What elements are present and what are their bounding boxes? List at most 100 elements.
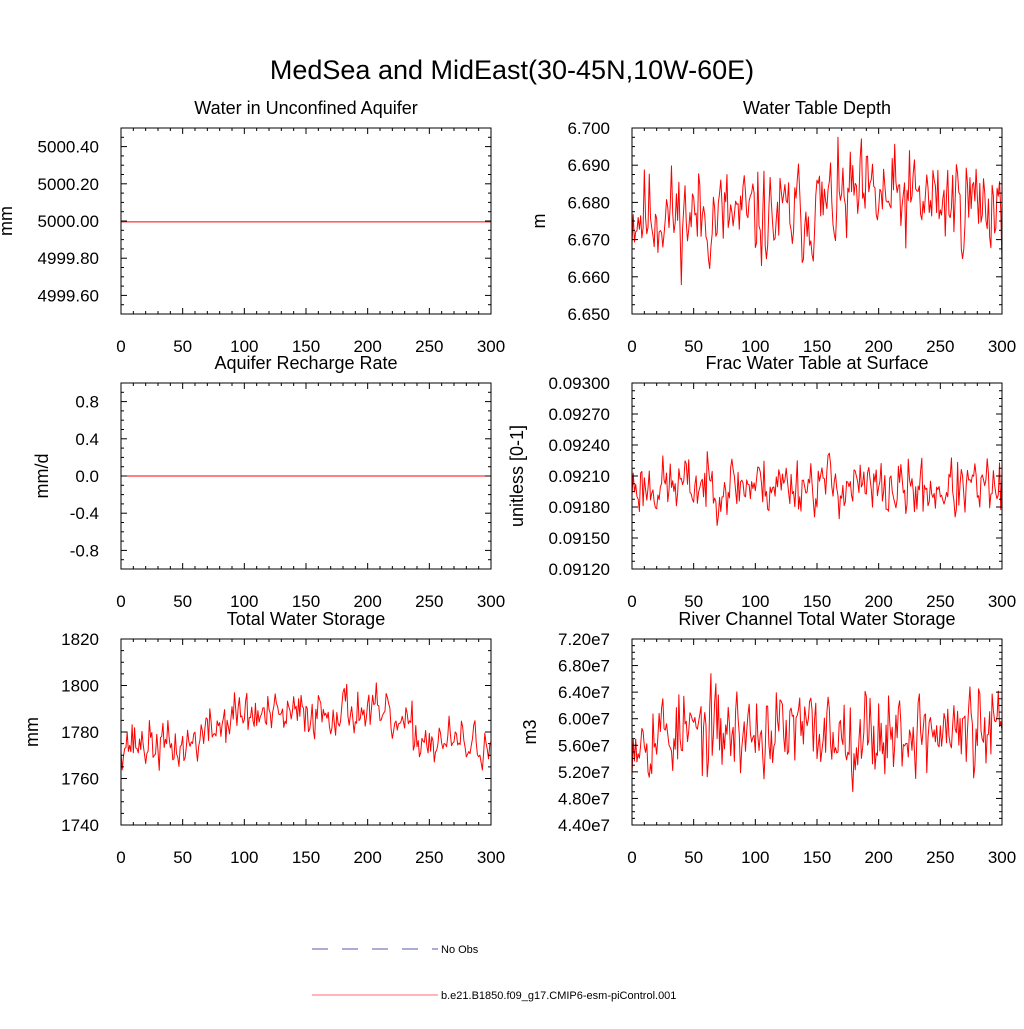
x-tick-label: 150 [292, 848, 320, 867]
x-tick-label: 0 [627, 592, 636, 611]
x-tick-label: 100 [230, 337, 258, 356]
y-tick-label: 1740 [61, 816, 99, 835]
y-tick-label: 5.20e7 [558, 763, 610, 782]
y-axis-label: m [529, 214, 549, 229]
y-tick-label: 5000.00 [38, 212, 99, 231]
x-tick-label: 300 [988, 337, 1016, 356]
y-tick-label: 0.09120 [549, 560, 610, 579]
x-tick-label: 200 [864, 592, 892, 611]
y-tick-label: 0.0 [75, 467, 99, 486]
y-axis-label: mm/d [32, 454, 52, 499]
x-tick-label: 150 [803, 337, 831, 356]
x-tick-label: 300 [988, 848, 1016, 867]
legend-label-model: b.e21.B1850.f09_g17.CMIP6-esm-piControl.… [441, 990, 676, 1002]
y-tick-label: 6.670 [567, 231, 610, 250]
y-tick-label: 5000.20 [38, 175, 99, 194]
x-tick-label: 50 [684, 592, 703, 611]
panel-3: 0 50 100 150 200 250 300 -0.8 -0.4 0.0 0.4 0.8 Aquif… [32, 353, 505, 611]
y-tick-label: 6.660 [567, 268, 610, 287]
series-line [631, 136, 1003, 286]
x-tick-label: 200 [353, 592, 381, 611]
y-tick-label: 1780 [61, 723, 99, 742]
y-tick-label: 6.680 [567, 193, 610, 212]
x-tick-label: 150 [803, 592, 831, 611]
x-tick-label: 200 [353, 337, 381, 356]
y-tick-label: 1760 [61, 770, 99, 789]
x-tick-label: 0 [116, 592, 125, 611]
y-tick-label: 0.09300 [549, 374, 610, 393]
x-tick-label: 300 [988, 592, 1016, 611]
panel-6: 0 50 100 150 200 250 300 4.40e7 4.80e7 5.20e7 5.60… [520, 609, 1016, 867]
y-axis-label: m3 [520, 719, 540, 744]
y-tick-label: 4.80e7 [558, 789, 610, 808]
series-line [120, 682, 492, 771]
legend-label-no-obs: No Obs [441, 944, 479, 956]
series-line [631, 451, 1003, 526]
x-tick-label: 100 [230, 592, 258, 611]
figure-title: MedSea and MidEast(30-45N,10W-60E) [270, 55, 754, 85]
plot-frame [120, 638, 492, 826]
y-tick-label: 7.20e7 [558, 630, 610, 649]
x-tick-label: 0 [116, 848, 125, 867]
y-tick-label: 4999.60 [38, 286, 99, 305]
y-tick-label: 6.700 [567, 119, 610, 138]
x-tick-label: 250 [926, 848, 954, 867]
plot-frame [120, 127, 492, 315]
panel-5: 0 50 100 150 200 250 300 1740 1760 1780 1800 1820 To… [22, 609, 505, 867]
y-tick-label: 1800 [61, 677, 99, 696]
y-tick-label: 0.09150 [549, 529, 610, 548]
panel-title: Total Water Storage [227, 609, 385, 629]
panel-title: Water Table Depth [743, 98, 891, 118]
panels: 0 50 100 150 200 250 3004999.604999.805000.005… [0, 98, 1016, 867]
y-tick-label: 6.80e7 [558, 657, 610, 676]
x-tick-label: 50 [173, 848, 192, 867]
panel-1: 0 50 100 150 200 250 300 4999.60 4999.80 5000.00 5… [0, 98, 505, 356]
x-tick-label: 100 [741, 848, 769, 867]
x-tick-label: 0 [627, 848, 636, 867]
x-tick-label: 150 [292, 337, 320, 356]
x-tick-label: 0 [116, 337, 125, 356]
y-tick-label: 4999.80 [38, 249, 99, 268]
y-tick-label: 6.650 [567, 305, 610, 324]
x-tick-label: 250 [926, 592, 954, 611]
x-tick-label: 250 [415, 848, 443, 867]
x-tick-label: 50 [684, 337, 703, 356]
y-axis-label: unitless [0-1] [507, 425, 527, 527]
y-axis-label: mm [22, 717, 42, 747]
x-tick-label: 50 [173, 337, 192, 356]
x-tick-label: 300 [477, 848, 505, 867]
x-tick-label: 200 [353, 848, 381, 867]
y-tick-label: 0.8 [75, 393, 99, 412]
x-tick-label: 150 [803, 848, 831, 867]
y-tick-label: 5000.40 [38, 138, 99, 157]
x-tick-label: 0 [627, 337, 636, 356]
panel-title: River Channel Total Water Storage [678, 609, 955, 629]
y-tick-label: -0.4 [70, 504, 99, 523]
y-tick-label: 6.40e7 [558, 683, 610, 702]
panel-4: 0 50 100 150 200 250 300 0.09120 0.09150 0.09180 0… [507, 353, 1016, 611]
y-tick-label: 0.09210 [549, 467, 610, 486]
y-tick-label: 0.09240 [549, 436, 610, 455]
x-tick-label: 150 [292, 592, 320, 611]
y-tick-label: 0.4 [75, 430, 99, 449]
y-tick-label: 5.60e7 [558, 736, 610, 755]
y-tick-label: 4.40e7 [558, 816, 610, 835]
panel-title: Water in Unconfined Aquifer [194, 98, 417, 118]
series-line [631, 673, 1003, 793]
x-tick-label: 100 [741, 592, 769, 611]
plot-frame [631, 127, 1003, 315]
y-tick-label: 6.690 [567, 156, 610, 175]
y-tick-label: 0.09270 [549, 405, 610, 424]
x-tick-label: 300 [477, 592, 505, 611]
x-tick-label: 250 [415, 592, 443, 611]
x-tick-label: 100 [230, 848, 258, 867]
x-tick-label: 300 [477, 337, 505, 356]
panel-2: 0 50 100 150 200 250 300 6.650 6.660 6.670 6.680 6.… [529, 98, 1016, 356]
y-tick-label: -0.8 [70, 541, 99, 560]
y-tick-label: 1820 [61, 630, 99, 649]
x-tick-label: 250 [415, 337, 443, 356]
x-tick-label: 200 [864, 848, 892, 867]
panel-title: Aquifer Recharge Rate [214, 353, 397, 373]
